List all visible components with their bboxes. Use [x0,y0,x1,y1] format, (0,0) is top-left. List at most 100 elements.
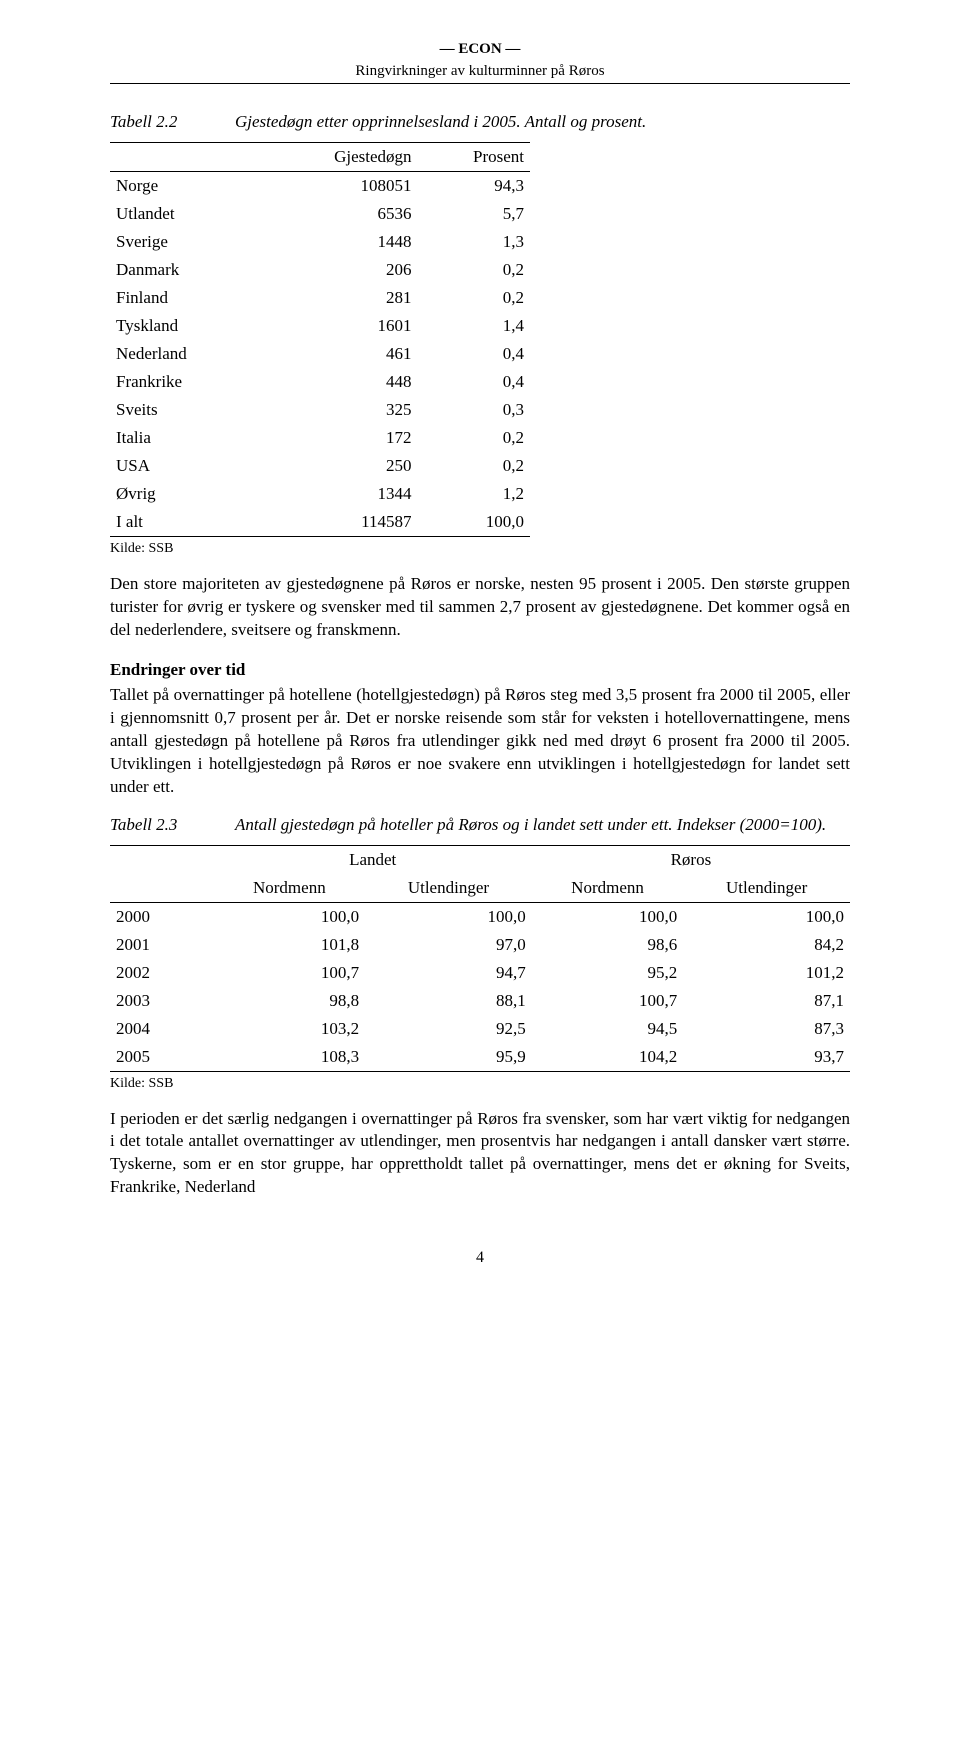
t1-value-1: 325 [258,396,418,424]
t2-cell: 97,0 [365,931,532,959]
t1-label: Danmark [110,256,258,284]
t1-value-2: 0,4 [418,340,530,368]
header-line-2: Ringvirkninger av kulturminner på Røros [110,62,850,82]
table-row: Danmark2060,2 [110,256,530,284]
t1-value-1: 172 [258,424,418,452]
t2-cell: 88,1 [365,987,532,1015]
t1-value-1: 461 [258,340,418,368]
t2-cell: 100,0 [214,902,366,931]
t2-year: 2002 [110,959,214,987]
t2-cell: 87,3 [683,1015,850,1043]
header-line-1: — ECON — [110,40,850,60]
paragraph-1: Den store majoriteten av gjestedøgnene p… [110,573,850,642]
table-2-2: Gjestedøgn Prosent Norge10805194,3Utland… [110,142,530,537]
table-row: Sveits3250,3 [110,396,530,424]
t1-label: Utlandet [110,200,258,228]
t2-gh-landet: Landet [214,845,532,874]
table-row: Finland2810,2 [110,284,530,312]
table-row: 2004103,292,594,587,3 [110,1015,850,1043]
t2-cell: 108,3 [214,1043,366,1072]
table-row: Italia1720,2 [110,424,530,452]
table-row: 2005108,395,9104,293,7 [110,1043,850,1072]
t1-value-2: 5,7 [418,200,530,228]
table-2-3: Landet Røros Nordmenn Utlendinger Nordme… [110,845,850,1072]
paragraph-2: Tallet på overnattinger på hotellene (ho… [110,684,850,799]
t1-label: Finland [110,284,258,312]
t1-value-1: 206 [258,256,418,284]
t2-cell: 98,6 [532,931,684,959]
table-2-3-caption: Tabell 2.3 Antall gjestedøgn på hoteller… [110,815,850,835]
t2-cell: 104,2 [532,1043,684,1072]
table-row: 2001101,897,098,684,2 [110,931,850,959]
table-2-3-source: Kilde: SSB [110,1076,850,1092]
t2-cell: 95,9 [365,1043,532,1072]
t2-year: 2004 [110,1015,214,1043]
t2-cell: 94,5 [532,1015,684,1043]
table-row: Nederland4610,4 [110,340,530,368]
t1-value-2: 0,3 [418,396,530,424]
subheading-endringer: Endringer over tid [110,660,850,680]
table-row: 2000100,0100,0100,0100,0 [110,902,850,931]
t1-value-2: 94,3 [418,172,530,201]
t1-value-1: 1601 [258,312,418,340]
table-row: USA2500,2 [110,452,530,480]
table-row: Norge10805194,3 [110,172,530,201]
t1-value-2: 0,2 [418,256,530,284]
t1-value-1: 6536 [258,200,418,228]
t2-cell: 101,8 [214,931,366,959]
t2-cell: 103,2 [214,1015,366,1043]
t2-cell: 100,0 [365,902,532,931]
t1-label: Sverige [110,228,258,256]
t1-label: USA [110,452,258,480]
table-2-3-title: Antall gjestedøgn på hoteller på Røros o… [235,815,826,835]
t1-value-2: 1,3 [418,228,530,256]
table-row: Sverige14481,3 [110,228,530,256]
table-row: 200398,888,1100,787,1 [110,987,850,1015]
page-number: 4 [110,1249,850,1267]
t2-year: 2001 [110,931,214,959]
t2-year: 2000 [110,902,214,931]
t1-value-2: 0,4 [418,368,530,396]
t1-label: Sveits [110,396,258,424]
t1-label: Frankrike [110,368,258,396]
t2-sh-0: Nordmenn [214,874,366,903]
table-row: Frankrike4480,4 [110,368,530,396]
t2-cell: 100,7 [532,987,684,1015]
t1-value-1: 448 [258,368,418,396]
t2-cell: 100,7 [214,959,366,987]
t2-cell: 100,0 [532,902,684,931]
t1-h0 [110,143,258,172]
t1-value-2: 0,2 [418,452,530,480]
table-2-3-number: Tabell 2.3 [110,815,235,835]
t2-cell: 94,7 [365,959,532,987]
t2-cell: 100,0 [683,902,850,931]
t2-sh-2: Nordmenn [532,874,684,903]
t2-cell: 101,2 [683,959,850,987]
t2-gh-roros: Røros [532,845,850,874]
t1-value-1: 1448 [258,228,418,256]
t2-sh-1: Utlendinger [365,874,532,903]
t2-cell: 92,5 [365,1015,532,1043]
table-row: I alt114587100,0 [110,508,530,537]
t1-value-1: 108051 [258,172,418,201]
t2-cell: 98,8 [214,987,366,1015]
table-2-2-number: Tabell 2.2 [110,112,235,132]
t2-cell: 84,2 [683,931,850,959]
table-2-2-caption: Tabell 2.2 Gjestedøgn etter opprinnelses… [110,112,850,132]
table-2-2-title: Gjestedøgn etter opprinnelsesland i 2005… [235,112,646,132]
t1-value-1: 250 [258,452,418,480]
t2-year: 2003 [110,987,214,1015]
t2-cell: 87,1 [683,987,850,1015]
t1-value-1: 114587 [258,508,418,537]
t1-value-2: 1,2 [418,480,530,508]
t1-label: Øvrig [110,480,258,508]
table-row: Utlandet65365,7 [110,200,530,228]
t1-label: I alt [110,508,258,537]
t1-value-1: 281 [258,284,418,312]
header-rule [110,83,850,84]
t1-h2: Prosent [418,143,530,172]
t1-value-2: 100,0 [418,508,530,537]
t2-cell: 93,7 [683,1043,850,1072]
t1-value-1: 1344 [258,480,418,508]
table-row: Tyskland16011,4 [110,312,530,340]
